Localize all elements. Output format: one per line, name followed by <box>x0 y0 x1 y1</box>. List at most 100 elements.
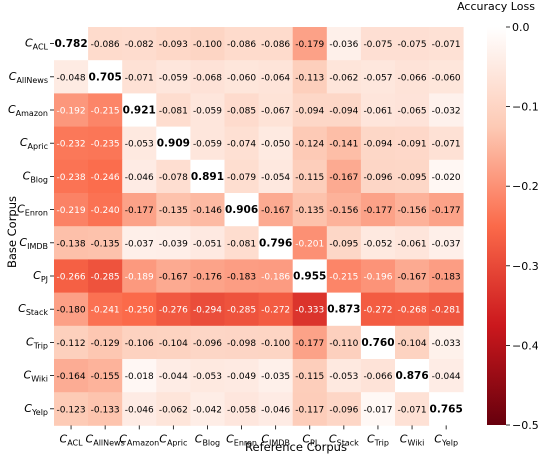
heatmap-cell <box>292 93 328 127</box>
cell-value-label: -0.032 <box>432 107 461 117</box>
colorbar-gradient <box>487 27 506 425</box>
heatmap-cell <box>429 27 464 61</box>
cell-value-label: -0.044 <box>159 372 188 382</box>
heatmap-cell <box>429 126 464 161</box>
cell-value-label: -0.333 <box>295 306 324 316</box>
cell-value-label: -0.075 <box>363 40 392 50</box>
cell-value-label: -0.061 <box>363 107 392 117</box>
heatmap-cell <box>88 60 123 94</box>
heatmap-cell <box>326 325 362 360</box>
cell-value-label: -0.062 <box>159 405 188 415</box>
cell-value-label: -0.100 <box>261 339 290 349</box>
cell-value-label: 0.765 <box>430 403 463 415</box>
heatmap-cell <box>292 27 328 61</box>
cell-value-label: -0.177 <box>432 206 461 216</box>
cell-value-label: -0.115 <box>295 173 324 183</box>
cell-value-label: -0.064 <box>261 73 290 83</box>
cell-value-label: -0.177 <box>295 339 324 349</box>
cell-value-label: -0.081 <box>159 107 188 117</box>
colorbar-ticks: 0.0 −0.1 −0.2 −0.3 −0.4 −0.5 <box>506 21 538 432</box>
heatmap-cell <box>360 93 396 127</box>
heatmap-cell <box>395 325 430 360</box>
heatmap-cell <box>360 259 396 293</box>
cell-value-label: -0.095 <box>329 239 358 249</box>
cell-value-label: 0.873 <box>327 304 360 316</box>
heatmap-cell <box>258 325 294 360</box>
cell-value-label: -0.052 <box>363 239 392 249</box>
cell-value-label: -0.037 <box>125 239 154 249</box>
heatmap-cell <box>292 259 328 293</box>
cell-value-label: -0.135 <box>159 206 188 216</box>
cell-value-label: -0.075 <box>398 40 427 50</box>
heatmap-cell <box>156 325 191 360</box>
heatmap-cell <box>88 193 123 227</box>
x-tick-label: CAmazon <box>119 432 159 447</box>
heatmap-cell <box>326 27 362 61</box>
cell-value-label: -0.272 <box>363 306 392 316</box>
cell-value-label: -0.141 <box>329 140 358 150</box>
heatmap-cell <box>224 126 259 161</box>
cell-value-label: -0.241 <box>91 306 120 316</box>
x-tick-label: CACL <box>60 432 84 447</box>
cell-value-label: -0.183 <box>227 273 256 283</box>
cell-value-label: 0.796 <box>259 237 292 249</box>
cell-value-label: -0.035 <box>261 372 290 382</box>
x-tick-label: CAllNews <box>86 432 125 447</box>
colorbar: Accuracy Loss 0.0 −0.1 −0.2 −0.3 −0.4 −0.5 <box>457 0 538 432</box>
cell-value-label: -0.177 <box>363 206 392 216</box>
heatmap-cell <box>190 27 225 61</box>
heatmap-cell <box>258 392 294 426</box>
heatmap-cell <box>54 392 89 426</box>
heatmap-cell <box>156 359 191 393</box>
y-tick-label: CTrip <box>26 335 48 350</box>
x-tick-label: CBlog <box>195 432 220 447</box>
cell-value-label: -0.164 <box>57 372 86 382</box>
heatmap-cell <box>258 60 294 94</box>
cell-value-label: -0.196 <box>363 273 392 283</box>
heatmap-cell <box>326 292 362 327</box>
cell-value-label: -0.138 <box>57 239 86 249</box>
colorbar-title: Accuracy Loss <box>457 0 535 13</box>
cell-value-label: -0.100 <box>193 40 222 50</box>
y-tick-label: CEnron <box>17 203 48 218</box>
heatmap-cell <box>360 292 396 327</box>
cell-value-label: -0.044 <box>432 372 461 382</box>
cell-value-label: -0.294 <box>193 306 222 316</box>
cell-value-label: -0.066 <box>398 73 427 83</box>
cell-value-label: -0.177 <box>125 206 154 216</box>
cell-value-label: -0.086 <box>227 40 256 50</box>
heatmap-cell <box>395 359 430 393</box>
heatmap-cell <box>156 226 191 260</box>
heatmap-cell <box>224 27 259 61</box>
heatmap-cell <box>258 359 294 393</box>
cell-value-label: -0.071 <box>432 40 461 50</box>
heatmap-cell <box>326 159 362 194</box>
heatmap-cell <box>429 226 464 260</box>
heatmap-cell <box>429 193 464 227</box>
cell-value-label: -0.201 <box>295 239 324 249</box>
colorbar-tick-label: −0.3 <box>512 260 538 273</box>
y-tick-label: CAllNews <box>9 70 48 85</box>
cell-value-label: -0.051 <box>193 239 222 249</box>
heatmap-cell <box>395 27 430 61</box>
cell-value-label: -0.037 <box>432 239 461 249</box>
cell-value-label: -0.039 <box>159 239 188 249</box>
cell-value-label: -0.071 <box>125 73 154 83</box>
x-tick-label: CPJ <box>302 432 317 447</box>
heatmap-cell-labels: 0.782 -0.086 -0.082 -0.093 -0.100 -0.086 -0.08… <box>54 38 462 415</box>
cell-value-label: -0.156 <box>329 206 358 216</box>
heatmap-cell <box>360 359 396 393</box>
cell-value-label: -0.266 <box>57 273 86 283</box>
heatmap-cell <box>122 359 157 393</box>
heatmap-cell <box>429 359 464 393</box>
heatmap-cell <box>54 226 89 260</box>
heatmap-cell <box>326 60 362 94</box>
heatmap-cell <box>54 60 89 94</box>
y-tick-label: CStack <box>18 302 48 317</box>
heatmap-cell <box>88 359 123 393</box>
cell-value-label: -0.081 <box>227 239 256 249</box>
cell-value-label: -0.060 <box>432 73 461 83</box>
cell-value-label: -0.250 <box>125 306 154 316</box>
heatmap-cell <box>258 226 294 260</box>
cell-value-label: -0.268 <box>398 306 427 316</box>
